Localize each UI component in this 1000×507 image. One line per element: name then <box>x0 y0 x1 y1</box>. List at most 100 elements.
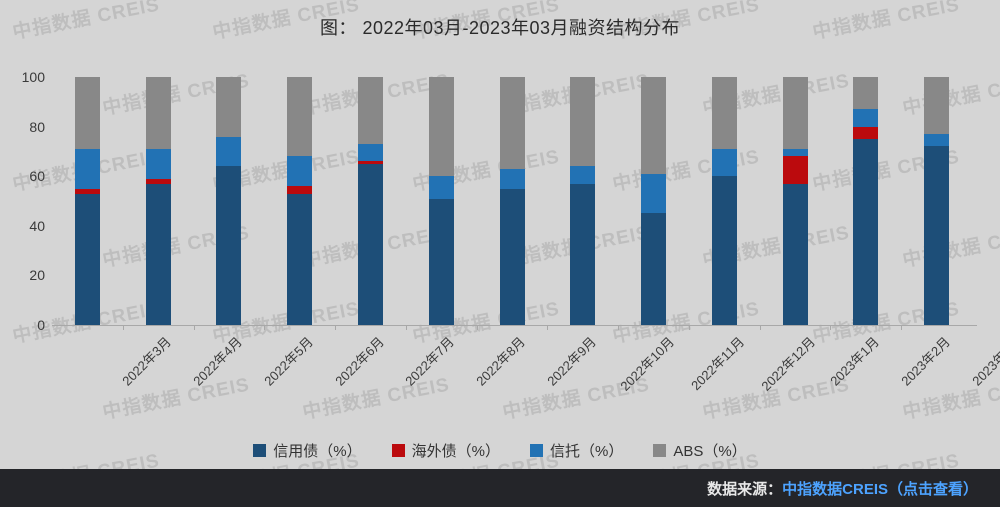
bar-stack[interactable] <box>924 77 950 325</box>
bar-segment <box>74 193 100 325</box>
bar-segment <box>287 186 313 194</box>
bar-segment <box>357 163 383 325</box>
legend-label: 信用债（%） <box>273 443 362 460</box>
bar-segment <box>853 77 879 110</box>
bar-segment <box>357 77 383 144</box>
bar-segment <box>853 109 879 127</box>
x-axis-tick-label: 2022年5月 <box>261 334 316 389</box>
x-axis-tick-label: 2022年11月 <box>687 334 747 394</box>
legend-item[interactable]: 海外债（%） <box>391 440 500 461</box>
bar-segment <box>216 77 242 137</box>
x-axis-tick-label: 2022年4月 <box>190 334 246 389</box>
x-axis-tick-mark <box>476 325 478 330</box>
bar-segment <box>357 161 383 164</box>
bar-segment <box>782 77 808 149</box>
bar-segment <box>428 198 454 325</box>
x-axis-tick-label: 2023年1月 <box>827 334 882 389</box>
bar-segment <box>216 136 242 167</box>
bar-segment <box>287 193 313 325</box>
x-axis-tick-mark <box>901 325 903 330</box>
x-axis-tick-label: 2022年12月 <box>758 334 819 394</box>
watermark-text: 中指数据 CREIS <box>300 374 452 424</box>
bar-segment <box>570 166 596 184</box>
y-axis-tick-label: 40 <box>29 217 45 234</box>
bar-segment <box>145 178 171 184</box>
bar-segment <box>641 213 667 325</box>
x-axis-tick-mark <box>264 325 266 330</box>
legend-label: 海外债（%） <box>411 443 500 460</box>
y-axis-tick-label: 60 <box>29 168 45 185</box>
bar-segment <box>641 173 667 214</box>
bar-segment <box>74 148 100 189</box>
x-axis-tick-mark <box>405 325 407 330</box>
bar-segment <box>711 176 737 325</box>
x-axis-tick-label: 2022年9月 <box>544 334 599 389</box>
x-axis-tick-mark <box>618 325 620 330</box>
bar-segment <box>499 168 525 189</box>
bar-stack[interactable] <box>499 77 525 325</box>
bar-stack[interactable] <box>641 77 667 325</box>
bar-segment <box>711 148 737 177</box>
bar-segment <box>711 77 737 149</box>
x-axis-tick-mark <box>193 325 195 330</box>
x-axis-tick-label: 2022年7月 <box>402 334 458 389</box>
bar-segment <box>570 77 596 167</box>
bar-segment <box>499 188 525 325</box>
x-axis-tick-mark <box>547 325 549 330</box>
bar-stack[interactable] <box>145 77 171 325</box>
bar-segment <box>74 188 100 194</box>
bar-segment <box>428 176 454 199</box>
bar-segment <box>145 183 171 325</box>
bar-segment <box>853 126 879 139</box>
x-axis-tick-mark <box>830 325 832 330</box>
x-axis-tick-mark <box>759 325 761 330</box>
bar-segment <box>924 134 950 147</box>
legend-item[interactable]: 信用债（%） <box>253 440 362 461</box>
x-axis-tick-label: 2023年3月 <box>968 334 1000 389</box>
bar-segment <box>782 156 808 184</box>
bar-segment <box>924 146 950 325</box>
bar-segment <box>216 166 242 325</box>
x-axis-tick-mark <box>688 325 690 330</box>
x-axis-tick-label: 2022年10月 <box>617 334 677 394</box>
y-axis-tick-label: 0 <box>37 317 45 333</box>
x-axis-tick-label: 2023年2月 <box>898 334 953 389</box>
bar-segment <box>499 77 525 169</box>
x-axis-tick-mark <box>122 325 124 330</box>
footer-bar: 数据来源：中指数据CREIS（点击查看） <box>0 469 1000 507</box>
bar-stack[interactable] <box>853 77 879 325</box>
legend-item[interactable]: 信托（%） <box>529 440 624 461</box>
legend-color-swatch <box>391 444 405 457</box>
bar-stack[interactable] <box>74 77 100 325</box>
y-axis-tick-label: 80 <box>29 118 45 135</box>
bar-stack[interactable] <box>428 77 454 325</box>
bar-stack[interactable] <box>216 77 242 325</box>
bar-segment <box>357 143 383 162</box>
bar-segment <box>287 156 313 187</box>
bar-stack[interactable] <box>711 77 737 325</box>
legend-label: 信托（%） <box>549 443 624 460</box>
data-source-prefix: 数据来源： <box>707 480 783 498</box>
bar-stack[interactable] <box>570 77 596 325</box>
y-axis-tick-label: 100 <box>21 69 45 85</box>
bar-segment <box>924 77 950 135</box>
data-source-link[interactable]: 中指数据CREIS（点击查看） <box>782 480 978 498</box>
bar-segment <box>641 77 667 174</box>
chart-title: 图： 2022年03月-2023年03月融资结构分布 <box>319 18 681 38</box>
x-axis-tick-mark <box>335 325 337 330</box>
bar-stack[interactable] <box>357 77 383 325</box>
bar-stack[interactable] <box>287 77 313 325</box>
bar-stack[interactable] <box>782 77 808 325</box>
x-axis-tick-label: 2022年3月 <box>119 334 175 389</box>
bar-segment <box>74 77 100 149</box>
bar-segment <box>570 183 596 325</box>
bar-segment <box>145 148 171 179</box>
x-axis-tick-label: 2022年6月 <box>332 334 387 389</box>
legend-color-swatch <box>253 444 267 457</box>
legend-item[interactable]: ABS（%） <box>653 440 747 461</box>
legend-color-swatch <box>653 444 667 457</box>
plot-area: 0 20 40 60 80 100 <box>22 69 972 333</box>
bar-segment <box>853 139 879 325</box>
x-axis-tick-label: 2022年8月 <box>473 334 529 389</box>
